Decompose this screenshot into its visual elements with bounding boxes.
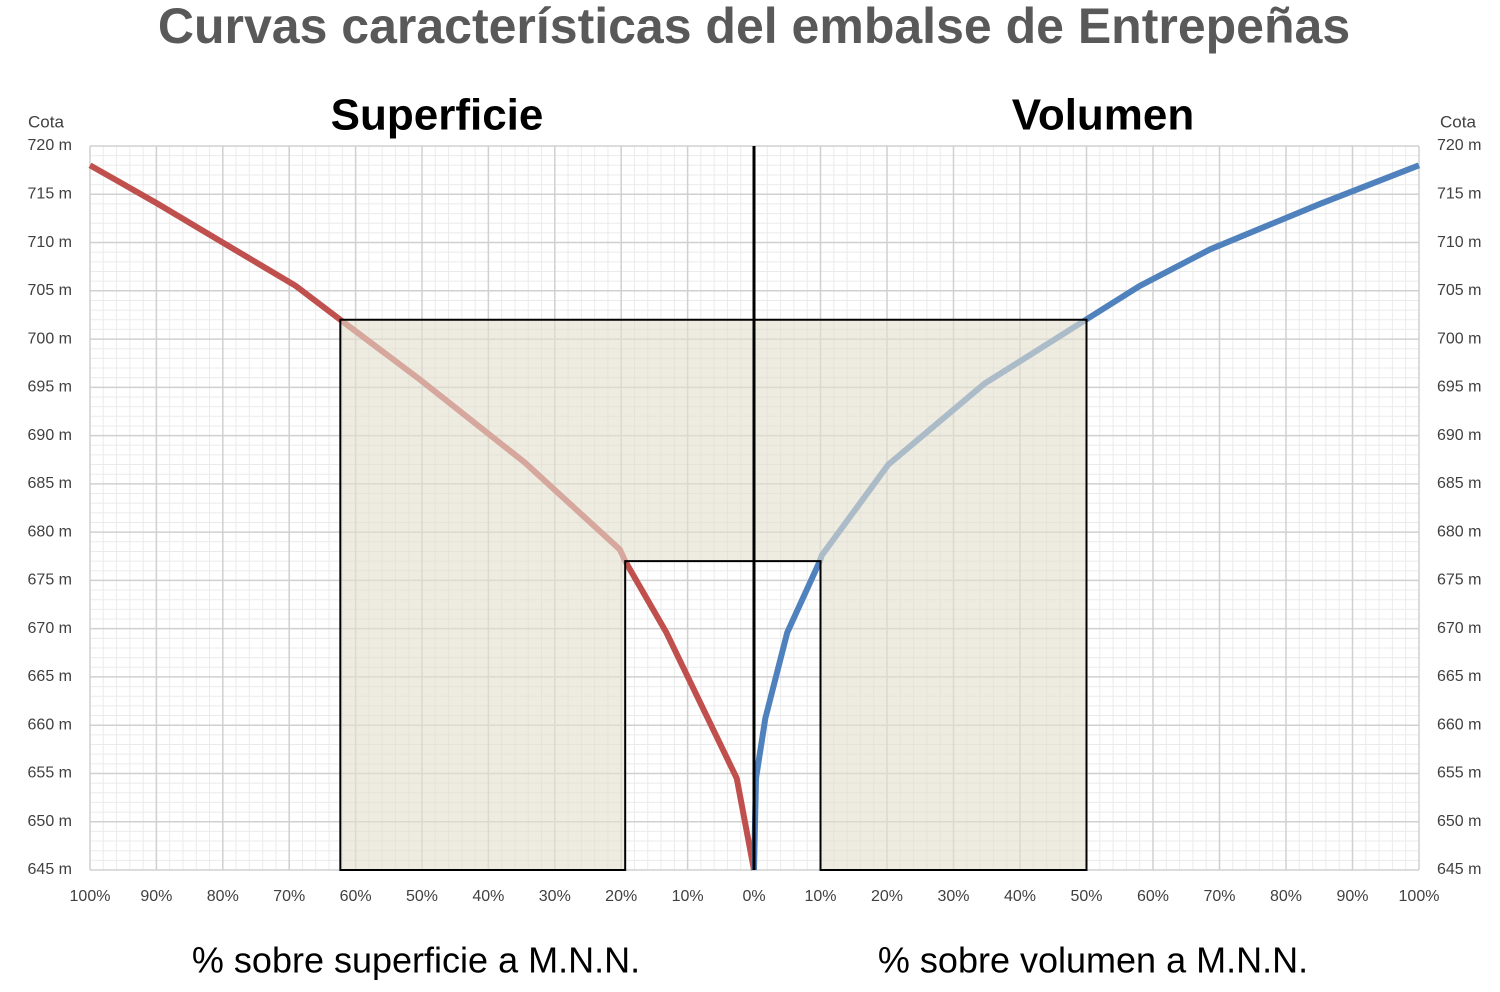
y-tick-label: 685 m <box>1437 475 1481 492</box>
y-tick-label: 660 m <box>1437 716 1481 733</box>
y-tick-label: 645 m <box>1437 861 1481 878</box>
y-tick-label: 655 m <box>28 765 72 782</box>
x-tick-label: 50% <box>406 888 438 905</box>
x-tick-label: 90% <box>1336 888 1368 905</box>
x-tick-label: 40% <box>1004 888 1036 905</box>
y-tick-label: 705 m <box>1437 282 1481 299</box>
y-tick-label: 700 m <box>28 330 72 347</box>
y-tick-label: 700 m <box>1437 330 1481 347</box>
panel-title: Volumen <box>1012 91 1195 140</box>
y-tick-label: 665 m <box>1437 668 1481 685</box>
y-tick-label: 675 m <box>1437 572 1481 589</box>
x-tick-label: 70% <box>273 888 305 905</box>
x-tick-label: 80% <box>207 888 239 905</box>
y-tick-label: 685 m <box>28 475 72 492</box>
y-tick-label: 680 m <box>1437 523 1481 540</box>
x-tick-label: 20% <box>871 888 903 905</box>
x-tick-label: 100% <box>70 888 111 905</box>
x-tick-label: 40% <box>472 888 504 905</box>
y-axis-label: Cota <box>1440 112 1476 131</box>
y-tick-label: 715 m <box>1437 185 1481 202</box>
shaded-region <box>339 318 755 871</box>
y-tick-label: 675 m <box>28 572 72 589</box>
y-tick-label: 690 m <box>28 427 72 444</box>
x-tick-label: 100% <box>1399 888 1440 905</box>
y-tick-label: 690 m <box>1437 427 1481 444</box>
y-tick-label: 720 m <box>28 137 72 154</box>
y-tick-label: 720 m <box>1437 137 1481 154</box>
x-tick-label: 80% <box>1270 888 1302 905</box>
x-tick-label: 60% <box>340 888 372 905</box>
x-tick-label: 20% <box>605 888 637 905</box>
x-tick-label: 0% <box>742 888 765 905</box>
y-tick-label: 705 m <box>28 282 72 299</box>
x-axis-label: % sobre volumen a M.N.N. <box>878 940 1308 981</box>
y-tick-label: 695 m <box>28 379 72 396</box>
x-tick-label: 10% <box>804 888 836 905</box>
page-title: Curvas características del embalse de En… <box>158 0 1350 54</box>
panel-title: Superficie <box>331 91 544 140</box>
regions <box>339 318 1088 871</box>
y-tick-label: 710 m <box>1437 234 1481 251</box>
x-tick-label: 70% <box>1203 888 1235 905</box>
y-tick-label: 710 m <box>28 234 72 251</box>
y-tick-label: 655 m <box>1437 765 1481 782</box>
x-tick-label: 10% <box>672 888 704 905</box>
x-tick-label: 50% <box>1070 888 1102 905</box>
y-tick-label: 670 m <box>28 620 72 637</box>
y-tick-label: 680 m <box>28 523 72 540</box>
y-tick-label: 650 m <box>1437 813 1481 830</box>
y-tick-label: 660 m <box>28 716 72 733</box>
x-axis-label: % sobre superficie a M.N.N. <box>192 940 640 981</box>
y-axis-label: Cota <box>28 112 64 131</box>
x-tick-label: 30% <box>937 888 969 905</box>
labels: 100% 90% 80% 70% 60% 50% 40% 30% 20% 10% 645 m 650 … <box>28 91 1482 981</box>
x-tick-label: 60% <box>1137 888 1169 905</box>
y-tick-label: 665 m <box>28 668 72 685</box>
y-tick-label: 645 m <box>28 861 72 878</box>
x-tick-label: 30% <box>539 888 571 905</box>
y-tick-label: 670 m <box>1437 620 1481 637</box>
y-tick-label: 715 m <box>28 185 72 202</box>
y-tick-label: 695 m <box>1437 379 1481 396</box>
x-tick-label: 90% <box>140 888 172 905</box>
y-tick-label: 650 m <box>28 813 72 830</box>
